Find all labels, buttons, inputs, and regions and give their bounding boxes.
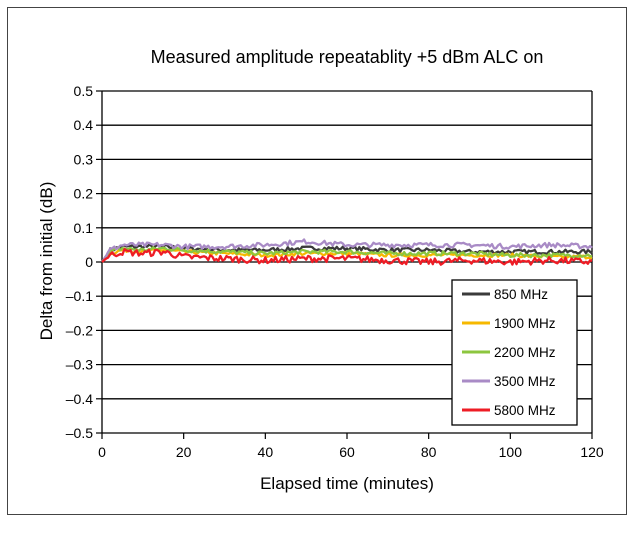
y-tick-label: 0 bbox=[85, 254, 93, 270]
y-tick-label: –0.1 bbox=[66, 288, 93, 304]
x-tick-label: 0 bbox=[98, 444, 106, 460]
legend-label: 850 MHz bbox=[494, 287, 548, 302]
series-line-3500-mhz bbox=[101, 238, 593, 263]
y-tick-label: –0.4 bbox=[66, 391, 93, 407]
y-tick-label: –0.2 bbox=[66, 322, 93, 338]
y-tick-label: 0.3 bbox=[74, 151, 94, 167]
x-tick-label: 100 bbox=[499, 444, 523, 460]
x-axis-label: Elapsed time (minutes) bbox=[260, 474, 434, 493]
plot-area bbox=[101, 238, 593, 266]
y-tick-label: 0.4 bbox=[74, 117, 94, 133]
legend-label: 5800 MHz bbox=[494, 403, 556, 418]
legend-label: 1900 MHz bbox=[494, 316, 556, 331]
series-line-5800-mhz bbox=[101, 247, 593, 266]
legend: 850 MHz 1900 MHz 2200 MHz 3500 MHz 5800 MHz bbox=[451, 279, 578, 426]
y-tick-label: –0.3 bbox=[66, 357, 93, 373]
y-tick-label: 0.2 bbox=[74, 186, 94, 202]
x-tick-label: 60 bbox=[339, 444, 355, 460]
y-tick-labels: 0.5 0.4 0.3 0.2 0.1 0 –0.1 –0.2 –0.3 –0.4 –0.5 bbox=[66, 83, 102, 441]
legend-label: 3500 MHz bbox=[494, 374, 556, 389]
chart-title: Measured amplitude repeatablity +5 dBm A… bbox=[151, 47, 544, 67]
legend-label: 2200 MHz bbox=[494, 345, 556, 360]
x-tick-label: 20 bbox=[176, 444, 192, 460]
x-tick-label: 120 bbox=[580, 444, 604, 460]
y-axis-label: Delta from initial (dB) bbox=[37, 182, 56, 341]
x-tick-label: 80 bbox=[421, 444, 437, 460]
y-tick-label: 0.5 bbox=[74, 83, 94, 99]
x-tick-labels: 0 20 40 60 80 100 120 bbox=[98, 433, 604, 460]
series-line-2200-mhz bbox=[101, 246, 592, 263]
y-tick-label: –0.5 bbox=[66, 425, 93, 441]
x-tick-label: 40 bbox=[258, 444, 274, 460]
y-tick-label: 0.1 bbox=[74, 220, 94, 236]
